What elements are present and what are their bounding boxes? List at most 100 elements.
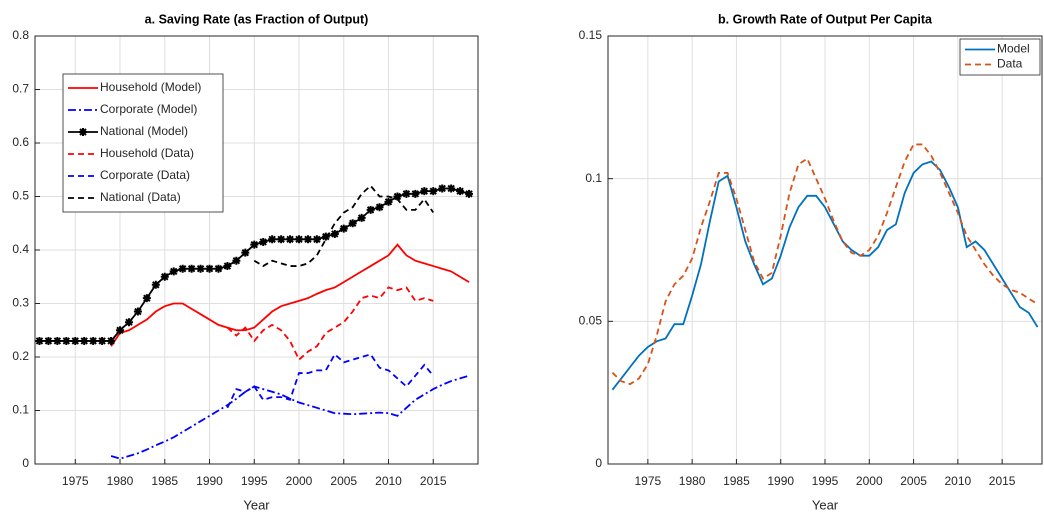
point-marker — [259, 237, 268, 246]
y-tick-label: 0.15 — [579, 28, 603, 42]
point-marker — [447, 184, 456, 193]
y-tick-label: 0.3 — [12, 296, 29, 310]
x-axis-label: Year — [812, 497, 839, 512]
point-marker — [232, 256, 241, 265]
x-tick-label: 1985 — [723, 474, 750, 488]
point-marker — [303, 235, 312, 244]
point-marker — [411, 189, 420, 198]
point-marker — [465, 189, 474, 198]
y-tick-label: 0.1 — [12, 403, 29, 417]
point-marker — [160, 272, 169, 281]
series-line — [226, 286, 434, 362]
point-marker — [107, 336, 116, 345]
y-tick-label: 0 — [595, 456, 602, 470]
y-tick-label: 0 — [22, 456, 29, 470]
point-marker — [366, 205, 375, 214]
point-marker — [205, 264, 214, 273]
point-marker — [80, 336, 89, 345]
x-tick-label: 2015 — [420, 474, 447, 488]
chart-title: b. Growth Rate of Output Per Capita — [718, 12, 933, 26]
point-marker — [124, 318, 133, 327]
point-marker — [321, 232, 330, 241]
chart-title: a. Saving Rate (as Fraction of Output) — [145, 12, 369, 26]
point-marker — [71, 336, 80, 345]
point-marker — [456, 187, 465, 196]
x-tick-label: 1995 — [241, 474, 268, 488]
point-marker — [178, 264, 187, 273]
x-tick-label: 2000 — [286, 474, 313, 488]
point-marker — [116, 326, 125, 335]
point-marker — [277, 235, 286, 244]
point-marker — [133, 307, 142, 316]
point-marker — [330, 229, 339, 238]
point-marker — [384, 197, 393, 206]
x-tick-label: 2005 — [330, 474, 357, 488]
x-tick-label: 1980 — [679, 474, 706, 488]
axes-frame — [607, 35, 1043, 465]
plot-area: 0 0.05 0.1 0.15 1975 1980 1985 1990 1995 2000 2005… — [579, 28, 1043, 488]
point-marker — [187, 264, 196, 273]
y-tick-label: 0.6 — [12, 135, 29, 149]
point-marker — [268, 235, 277, 244]
series-line — [110, 374, 470, 460]
x-tick-label: 1990 — [196, 474, 223, 488]
x-tick-label: 2015 — [989, 474, 1016, 488]
x-tick-label: 1980 — [107, 474, 134, 488]
point-marker — [375, 203, 384, 212]
series-line — [253, 184, 434, 268]
legend: Household (Model) Corporate (Model) Nation… — [62, 73, 224, 213]
point-marker — [62, 336, 71, 345]
point-marker — [241, 248, 250, 257]
y-tick-label: 0.5 — [12, 189, 29, 203]
x-tick-label: 1995 — [812, 474, 839, 488]
point-marker — [250, 240, 259, 249]
point-marker — [98, 336, 107, 345]
legend-label: Data — [997, 57, 1023, 71]
point-marker — [151, 280, 160, 289]
legend-label: Household (Data) — [100, 146, 194, 160]
point-marker — [214, 264, 223, 273]
legend-label: Corporate (Model) — [100, 102, 197, 116]
point-marker — [142, 294, 151, 303]
series-line — [226, 352, 434, 409]
point-marker — [312, 235, 321, 244]
legend-label: Model — [997, 42, 1030, 56]
point-marker — [196, 264, 205, 273]
point-marker — [295, 235, 304, 244]
legend-label: National (Model) — [100, 124, 188, 138]
series-line — [611, 160, 1039, 391]
x-tick-label: 2000 — [856, 474, 883, 488]
x-tick-label: 1985 — [151, 474, 178, 488]
legend-label: Corporate (Data) — [100, 168, 190, 182]
point-marker — [393, 192, 402, 201]
x-axis-label: Year — [243, 497, 270, 512]
x-tick-label: 2005 — [900, 474, 927, 488]
series-line — [611, 143, 1039, 386]
point-marker — [89, 336, 98, 345]
point-marker — [348, 219, 357, 228]
point-marker — [339, 224, 348, 233]
point-marker — [420, 187, 429, 196]
series-line — [110, 243, 470, 347]
x-tick-label: 1990 — [767, 474, 794, 488]
legend-box — [959, 38, 1041, 76]
x-tick-label: 1975 — [635, 474, 662, 488]
point-marker — [429, 187, 438, 196]
point-marker — [223, 262, 232, 271]
x-tick-label: 2010 — [375, 474, 402, 488]
y-tick-label: 0.1 — [585, 171, 602, 185]
point-marker — [35, 336, 44, 345]
point-marker — [357, 213, 366, 222]
y-tick-label: 0.4 — [12, 242, 29, 256]
y-tick-label: 0.2 — [12, 349, 29, 363]
legend-marker — [79, 128, 87, 136]
point-marker — [53, 336, 62, 345]
y-tick-label: 0.7 — [12, 82, 29, 96]
legend-label: National (Data) — [100, 190, 181, 204]
legend-label: Household (Model) — [100, 80, 201, 94]
point-marker — [402, 189, 411, 198]
y-tick-label: 0.8 — [12, 28, 29, 42]
